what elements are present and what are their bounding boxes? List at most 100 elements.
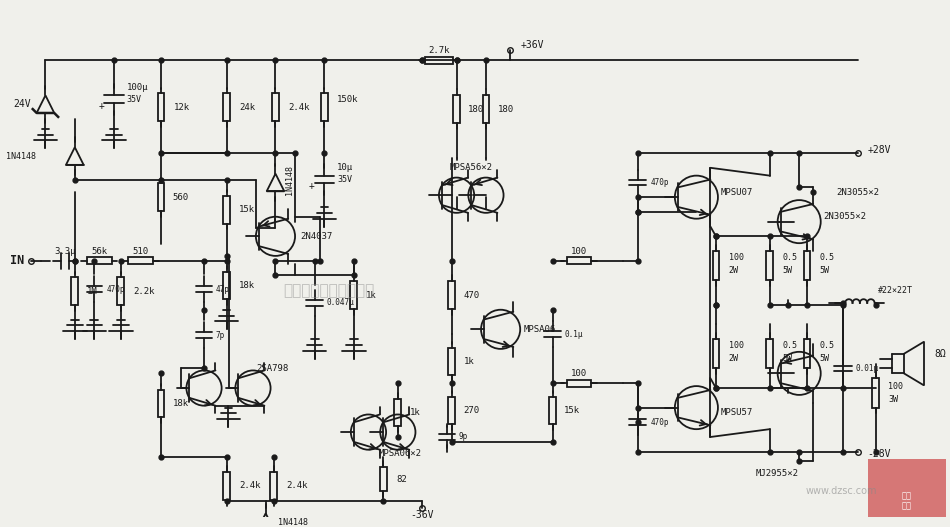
Bar <box>223 472 230 500</box>
Bar <box>448 397 455 424</box>
Text: -36V: -36V <box>410 510 434 520</box>
Text: +: + <box>98 101 104 111</box>
Bar <box>448 348 455 375</box>
Text: 2N3055×2: 2N3055×2 <box>824 212 866 221</box>
Bar <box>223 271 230 299</box>
Text: 180: 180 <box>498 104 514 113</box>
Bar <box>118 277 124 305</box>
Bar <box>426 57 452 64</box>
Text: www.dzsc.com: www.dzsc.com <box>806 486 878 496</box>
Bar <box>87 257 111 264</box>
Text: 12k: 12k <box>174 103 190 112</box>
Text: 3.3µ: 3.3µ <box>54 247 76 256</box>
Text: 180: 180 <box>468 104 484 113</box>
Text: 2.4k: 2.4k <box>288 103 310 112</box>
Text: 15k: 15k <box>564 406 580 415</box>
Text: 560: 560 <box>173 193 189 202</box>
Text: 2N4037: 2N4037 <box>300 232 332 241</box>
Text: 1N4148: 1N4148 <box>6 152 36 161</box>
Text: 9p: 9p <box>459 433 467 442</box>
Bar <box>804 251 810 280</box>
Text: 470p: 470p <box>651 418 669 427</box>
Text: 维库
奇图: 维库 奇图 <box>902 491 912 510</box>
Text: 0.1µ: 0.1µ <box>564 330 582 339</box>
Bar <box>351 281 357 309</box>
Bar <box>767 339 773 368</box>
Text: 杭州将睿科技有限公司: 杭州将睿科技有限公司 <box>284 282 375 298</box>
Text: 0.5: 0.5 <box>783 253 798 262</box>
Bar <box>272 93 279 121</box>
Text: 1N4148: 1N4148 <box>278 518 309 526</box>
Text: 0.5: 0.5 <box>783 341 798 350</box>
Text: 100: 100 <box>729 253 744 262</box>
Text: 5W: 5W <box>820 266 829 275</box>
Text: 5W: 5W <box>820 354 829 363</box>
Text: 1N4148: 1N4148 <box>285 164 294 194</box>
Bar <box>158 93 164 121</box>
Text: MPSU07: MPSU07 <box>721 188 753 197</box>
Text: MPSA56×2: MPSA56×2 <box>449 163 493 172</box>
Text: +36V: +36V <box>521 41 543 51</box>
Text: 150k: 150k <box>337 95 359 104</box>
Text: 10µ: 10µ <box>337 163 353 172</box>
Bar <box>767 251 773 280</box>
Bar <box>567 380 591 387</box>
Text: 47p: 47p <box>216 285 230 294</box>
Text: 56k: 56k <box>91 247 107 256</box>
Text: 100: 100 <box>729 341 744 350</box>
Bar <box>712 339 719 368</box>
Text: 470p: 470p <box>651 178 669 187</box>
Text: 35V: 35V <box>337 175 352 184</box>
Text: 1k: 1k <box>409 408 420 417</box>
Text: 0.5: 0.5 <box>820 253 835 262</box>
Text: 0.01µ: 0.01µ <box>856 364 879 373</box>
Text: 18k: 18k <box>239 281 256 290</box>
Text: +: + <box>309 181 314 191</box>
Bar <box>483 95 489 123</box>
Bar <box>270 472 277 500</box>
Text: 24V: 24V <box>13 99 30 109</box>
Bar <box>567 257 591 264</box>
Bar <box>453 95 460 123</box>
Text: 2W: 2W <box>729 354 739 363</box>
Text: 18k: 18k <box>173 399 189 408</box>
Text: 24k: 24k <box>239 103 256 112</box>
Bar <box>712 251 719 280</box>
Text: -28V: -28V <box>867 448 891 458</box>
Bar <box>71 277 78 305</box>
Bar <box>380 467 387 491</box>
Bar <box>158 183 164 211</box>
Text: 100: 100 <box>571 369 587 378</box>
Text: 8Ω: 8Ω <box>934 349 946 359</box>
Text: +28V: +28V <box>867 145 891 155</box>
Text: 100: 100 <box>571 247 587 256</box>
Text: 2.7k: 2.7k <box>428 46 449 55</box>
Text: 7p: 7p <box>216 330 225 340</box>
Text: 270: 270 <box>464 406 480 415</box>
Text: 2.2k: 2.2k <box>134 287 155 296</box>
Text: 5W: 5W <box>783 354 792 363</box>
Text: 1M: 1M <box>86 287 97 296</box>
Bar <box>867 458 946 518</box>
Text: MPSA06×2: MPSA06×2 <box>378 449 421 458</box>
Bar <box>394 399 401 426</box>
Text: 100: 100 <box>888 382 903 391</box>
Bar <box>128 257 153 264</box>
Text: 35V: 35V <box>126 95 142 104</box>
Text: MPSU57: MPSU57 <box>721 408 753 417</box>
Text: MJ2955×2: MJ2955×2 <box>755 469 798 477</box>
Text: 2W: 2W <box>729 266 739 275</box>
Text: 2N3055×2: 2N3055×2 <box>836 188 880 197</box>
Text: 0.047µ: 0.047µ <box>327 298 354 307</box>
Text: 100µ: 100µ <box>126 83 148 92</box>
Text: 1k: 1k <box>464 357 474 366</box>
Text: 0.5: 0.5 <box>820 341 835 350</box>
Text: 2.4k: 2.4k <box>286 482 308 491</box>
Bar <box>872 378 879 407</box>
Bar <box>804 339 810 368</box>
Bar <box>223 196 230 223</box>
Text: 470p: 470p <box>106 285 124 294</box>
Text: 5W: 5W <box>783 266 792 275</box>
Bar <box>158 390 164 417</box>
Bar <box>321 93 328 121</box>
